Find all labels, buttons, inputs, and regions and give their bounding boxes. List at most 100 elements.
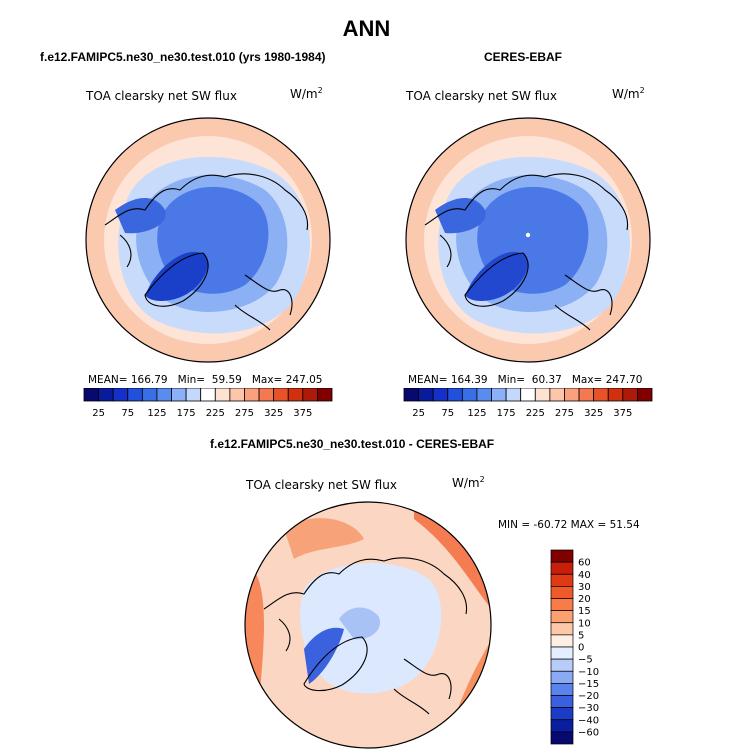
colorbar-swatch bbox=[550, 683, 574, 696]
colorbar-swatch bbox=[550, 573, 574, 587]
colorbar-swatch bbox=[141, 388, 158, 402]
colorbar-tick-label: 125 bbox=[147, 408, 166, 419]
obs-max-value: 247.70 bbox=[605, 374, 643, 386]
obs-units-label: W/m2 bbox=[612, 86, 645, 101]
obs-mean-value: 164.39 bbox=[450, 374, 488, 386]
colorbar-swatch bbox=[550, 707, 574, 721]
colorbar-tick-label: 10 bbox=[578, 618, 591, 629]
colorbar-swatch bbox=[550, 719, 574, 733]
colorbar-swatch bbox=[550, 670, 574, 684]
diff-units-label: W/m2 bbox=[452, 475, 485, 490]
colorbar-swatch bbox=[622, 388, 638, 402]
colorbar-tick-label: 0 bbox=[578, 643, 584, 654]
colorbar-swatch bbox=[476, 388, 492, 402]
colorbar-tick-label: 125 bbox=[467, 408, 486, 419]
model-mean-label: MEAN= bbox=[88, 374, 128, 386]
pole-marker bbox=[525, 232, 531, 238]
colorbar-swatch bbox=[98, 388, 114, 402]
colorbar-swatch bbox=[578, 388, 595, 402]
colorbar-tick-label: 15 bbox=[578, 606, 591, 617]
colorbar-swatch bbox=[447, 388, 463, 402]
colorbar-tick-label: −20 bbox=[578, 691, 599, 702]
map-border bbox=[244, 501, 492, 749]
main-title: ANN bbox=[342, 16, 391, 41]
colorbar-swatch bbox=[549, 388, 565, 402]
colorbar-swatch bbox=[550, 561, 574, 575]
colorbar-swatch bbox=[185, 388, 202, 402]
colorbar-tick-label: 375 bbox=[293, 408, 312, 419]
colorbar-tick-label: 20 bbox=[578, 594, 591, 605]
colorbar-swatch bbox=[432, 388, 449, 402]
colorbar-tick-label: −30 bbox=[578, 703, 599, 714]
colorbar-tick-label: −15 bbox=[578, 679, 599, 690]
colorbar-swatch bbox=[550, 586, 574, 599]
colorbar-tick-label: 75 bbox=[441, 408, 454, 419]
colorbar-tick-label: 30 bbox=[578, 582, 591, 593]
colorbar-tick-label: 275 bbox=[555, 408, 574, 419]
colorbar-swatch bbox=[607, 388, 624, 402]
colorbar-swatch bbox=[273, 388, 289, 402]
colorbar-tick-label: 25 bbox=[92, 408, 105, 419]
colorbar-swatch bbox=[491, 388, 507, 402]
canadian-archipelago bbox=[435, 197, 486, 234]
colorbar-swatch bbox=[418, 388, 434, 402]
colorbar-swatch bbox=[550, 731, 574, 745]
colorbar-swatch bbox=[200, 388, 216, 402]
model-variable-label: TOA clearsky net SW flux bbox=[86, 89, 237, 103]
colorbar-swatch bbox=[127, 388, 143, 402]
colorbar-tick-label: 375 bbox=[613, 408, 632, 419]
obs-min-value: 60.37 bbox=[531, 374, 562, 386]
model-min-label: Min= bbox=[177, 374, 206, 386]
model-map bbox=[85, 117, 331, 363]
model-stats: MEAN= 166.79 Min= 59.59 Max= 247.05 bbox=[88, 374, 322, 386]
model-panel-title: f.e12.FAMIPC5.ne30_ne30.test.010 (yrs 19… bbox=[40, 50, 326, 64]
colorbar-swatch bbox=[550, 622, 574, 636]
obs-max-label: Max= bbox=[571, 374, 603, 386]
model-max-label: Max= bbox=[251, 374, 283, 386]
coastlines bbox=[104, 173, 309, 331]
map-border bbox=[85, 117, 331, 363]
colorbar-swatch bbox=[550, 610, 574, 624]
colorbar-tick-label: 40 bbox=[578, 570, 591, 581]
colorbar-tick-label: 225 bbox=[526, 408, 545, 419]
colorbar-swatch bbox=[302, 388, 318, 402]
colorbar-swatch bbox=[637, 388, 653, 402]
colorbar-tick-label: −40 bbox=[578, 715, 599, 726]
model-colorbar: 25 75 125 175 225 275 325 375 bbox=[83, 388, 333, 419]
colorbar-swatch bbox=[229, 388, 245, 402]
colorbar-tick-label: 25 bbox=[412, 408, 425, 419]
colorbar-swatch bbox=[550, 646, 574, 660]
colorbar-tick-label: 325 bbox=[584, 408, 603, 419]
obs-variable-label: TOA clearsky net SW flux bbox=[406, 89, 557, 103]
colorbar-tick-label: −5 bbox=[578, 655, 593, 666]
diff-variable-label: TOA clearsky net SW flux bbox=[246, 478, 397, 492]
colorbar-swatch bbox=[593, 388, 609, 402]
colorbar-swatch bbox=[317, 388, 333, 402]
colorbar-swatch bbox=[171, 388, 187, 402]
obs-map bbox=[405, 117, 651, 363]
model-min-value: 59.59 bbox=[211, 374, 242, 386]
colorbar-swatch bbox=[550, 549, 574, 563]
colorbar-tick-label: 175 bbox=[497, 408, 516, 419]
obs-mean-label: MEAN= bbox=[408, 374, 448, 386]
colorbar-tick-label: 225 bbox=[206, 408, 225, 419]
model-units-label: W/m2 bbox=[290, 86, 323, 101]
colorbar-swatch bbox=[564, 388, 580, 402]
diff-map bbox=[244, 501, 492, 749]
colorbar-swatch bbox=[505, 388, 522, 402]
obs-panel-title: CERES-EBAF bbox=[484, 50, 563, 64]
colorbar-swatch bbox=[550, 634, 574, 648]
colorbar-swatch bbox=[550, 598, 574, 611]
colorbar-tick-label: 275 bbox=[235, 408, 254, 419]
colorbar-swatch bbox=[461, 388, 478, 402]
colorbar-swatch bbox=[520, 388, 536, 402]
model-mean-value: 166.79 bbox=[130, 374, 168, 386]
greenland-ice bbox=[145, 251, 208, 301]
coastlines bbox=[263, 557, 468, 715]
canadian-archipelago bbox=[115, 197, 166, 234]
colorbar-tick-label: −10 bbox=[578, 667, 599, 678]
diff-minmax: MIN = -60.72 MAX = 51.54 bbox=[498, 519, 640, 531]
colorbar-tick-label: 5 bbox=[578, 630, 584, 641]
obs-stats: MEAN= 164.39 Min= 60.37 Max= 247.70 bbox=[408, 374, 642, 386]
